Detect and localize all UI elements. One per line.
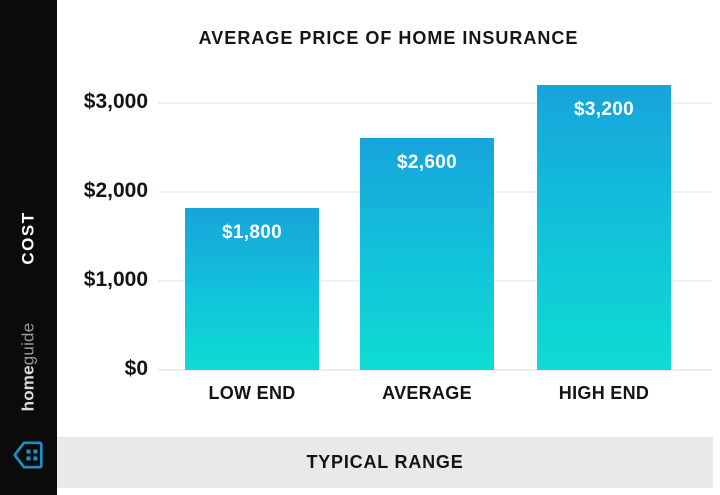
x-axis-range-band: TYPICAL RANGE [57, 437, 713, 488]
left-rail: COST homeguide [0, 0, 57, 495]
y-axis-title-label: COST [18, 211, 38, 265]
y-tick-2000: $2,000 [83, 179, 148, 202]
y-tick-1000: $1,000 [83, 268, 148, 291]
gridline-baseline [158, 369, 712, 371]
brand-name-bold: home [18, 365, 38, 412]
gridline-3000 [158, 102, 712, 104]
y-tick-0: $0 [124, 357, 148, 380]
y-tick-3000: $3,000 [83, 90, 148, 113]
bar-low-end-value: $1,800 [222, 222, 282, 243]
bar-average-value: $2,600 [397, 152, 457, 173]
x-label-low-end: LOW END [208, 383, 296, 403]
bar-low-end: $1,800 [185, 208, 319, 370]
bar-high-end: $3,200 [537, 85, 671, 370]
brand-name-light: guide [18, 322, 38, 366]
x-label-average: AVERAGE [382, 383, 472, 403]
chart-title: AVERAGE PRICE OF HOME INSURANCE [198, 28, 579, 48]
bar-average: $2,600 [360, 138, 494, 370]
x-label-high-end: HIGH END [558, 383, 650, 403]
bar-high-end-value: $3,200 [574, 99, 634, 120]
x-axis-range-label: TYPICAL RANGE [306, 452, 464, 472]
homeguide-house-icon [13, 441, 43, 469]
